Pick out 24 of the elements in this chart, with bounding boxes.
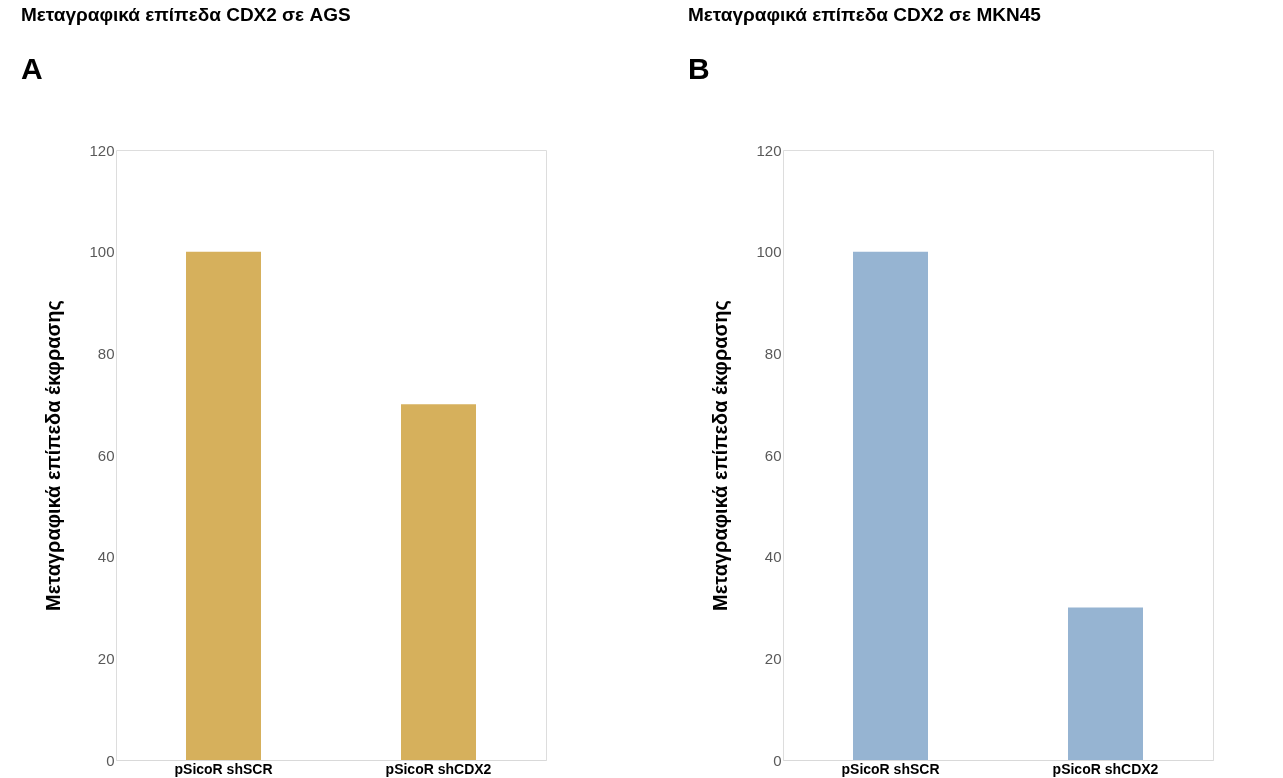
y-tick-label: 120 [756, 141, 782, 159]
y-tick-label: 100 [756, 243, 782, 261]
x-tick-label: pSicoR shCDX2 [385, 760, 492, 777]
x-tick-label: pSicoR shSCR [174, 760, 273, 777]
y-tick-label: 0 [106, 751, 115, 769]
y-tick-label: 0 [773, 751, 782, 769]
x-tick-label: pSicoR shSCR [841, 760, 940, 777]
y-tick-label: 40 [97, 548, 115, 566]
y-axis-title: Μεταγραφικά επίπεδα έκφρασης [709, 300, 732, 611]
y-tick-label: 100 [89, 243, 115, 261]
text: A [21, 52, 43, 85]
y-tick-label: 120 [89, 141, 115, 159]
y-tick-label: 80 [97, 344, 115, 362]
y-tick-label: 60 [97, 446, 115, 464]
y-tick-label: 80 [764, 344, 782, 362]
text: B [688, 52, 710, 85]
chart-title: Μεταγραφικά επίπεδα CDX2 σε MKN45 [688, 4, 1042, 25]
x-tick-label: pSicoR shCDX2 [1052, 760, 1159, 777]
y-tick-label: 20 [764, 649, 782, 667]
y-tick-label: 60 [764, 446, 782, 464]
chart-title: Μεταγραφικά επίπεδα CDX2 σε AGS [21, 4, 351, 25]
y-axis-title: Μεταγραφικά επίπεδα έκφρασης [42, 300, 65, 611]
y-tick-label: 20 [97, 649, 115, 667]
y-tick-label: 40 [764, 548, 782, 566]
